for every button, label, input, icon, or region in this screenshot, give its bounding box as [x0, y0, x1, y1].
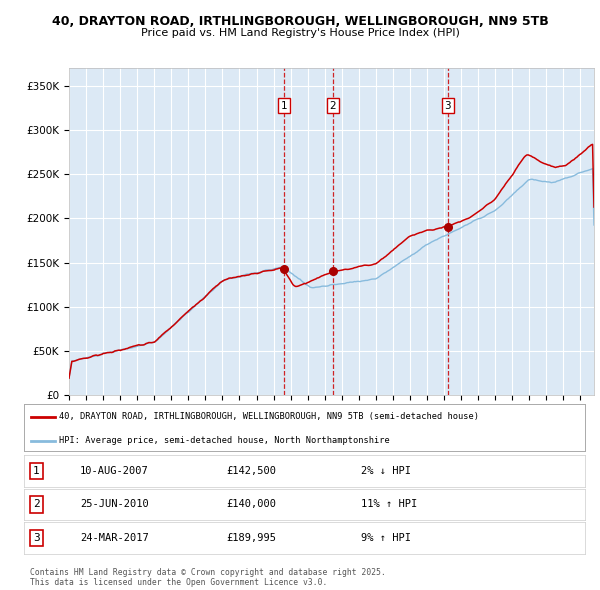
Text: 25-JUN-2010: 25-JUN-2010	[80, 500, 149, 509]
Text: 2% ↓ HPI: 2% ↓ HPI	[361, 466, 410, 476]
Text: 10-AUG-2007: 10-AUG-2007	[80, 466, 149, 476]
Text: 3: 3	[33, 533, 40, 543]
Text: 2: 2	[33, 500, 40, 509]
Text: 40, DRAYTON ROAD, IRTHLINGBOROUGH, WELLINGBOROUGH, NN9 5TB (semi-detached house): 40, DRAYTON ROAD, IRTHLINGBOROUGH, WELLI…	[59, 412, 479, 421]
Text: £142,500: £142,500	[226, 466, 276, 476]
Text: £189,995: £189,995	[226, 533, 276, 543]
Text: HPI: Average price, semi-detached house, North Northamptonshire: HPI: Average price, semi-detached house,…	[59, 437, 389, 445]
Text: Contains HM Land Registry data © Crown copyright and database right 2025.
This d: Contains HM Land Registry data © Crown c…	[30, 568, 386, 587]
Text: £140,000: £140,000	[226, 500, 276, 509]
Text: 2: 2	[329, 100, 336, 110]
Text: 3: 3	[445, 100, 451, 110]
Text: 1: 1	[33, 466, 40, 476]
Text: 9% ↑ HPI: 9% ↑ HPI	[361, 533, 410, 543]
Text: 11% ↑ HPI: 11% ↑ HPI	[361, 500, 417, 509]
Text: Price paid vs. HM Land Registry's House Price Index (HPI): Price paid vs. HM Land Registry's House …	[140, 28, 460, 38]
Text: 40, DRAYTON ROAD, IRTHLINGBOROUGH, WELLINGBOROUGH, NN9 5TB: 40, DRAYTON ROAD, IRTHLINGBOROUGH, WELLI…	[52, 15, 548, 28]
Text: 24-MAR-2017: 24-MAR-2017	[80, 533, 149, 543]
Text: 1: 1	[281, 100, 287, 110]
